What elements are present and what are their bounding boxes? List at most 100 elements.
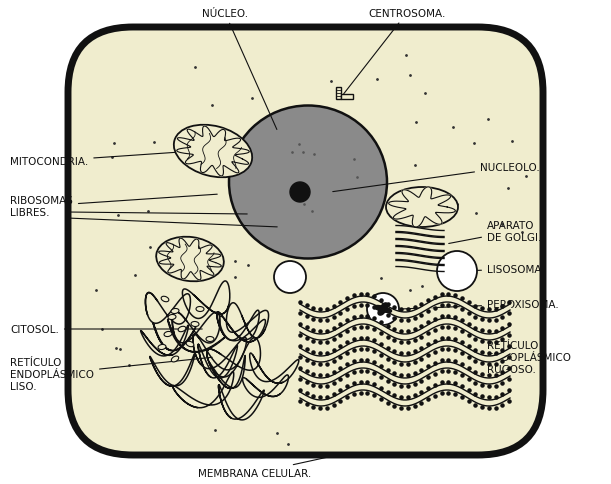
Point bbox=[356, 367, 365, 375]
Point bbox=[295, 364, 305, 372]
Point bbox=[376, 318, 386, 326]
Point bbox=[362, 334, 372, 342]
Point bbox=[329, 401, 338, 409]
Point bbox=[349, 347, 359, 354]
Point bbox=[423, 363, 433, 370]
Point bbox=[342, 328, 352, 335]
Ellipse shape bbox=[196, 307, 204, 312]
Point bbox=[329, 347, 338, 354]
Point bbox=[356, 356, 365, 364]
Text: NUCLEOLO.: NUCLEOLO. bbox=[333, 163, 540, 192]
Point bbox=[437, 324, 447, 332]
Point bbox=[403, 328, 413, 335]
Point bbox=[464, 342, 474, 350]
Point bbox=[349, 369, 359, 377]
Ellipse shape bbox=[171, 309, 179, 314]
Text: RETÍCULO
ENDOPLÁSMICO
RUGOSO.: RETÍCULO ENDOPLÁSMICO RUGOSO. bbox=[478, 341, 571, 374]
Point bbox=[464, 397, 474, 405]
Point bbox=[403, 339, 413, 347]
Point bbox=[383, 377, 393, 385]
Point bbox=[444, 367, 453, 375]
Point bbox=[403, 317, 413, 324]
Point bbox=[484, 383, 494, 391]
Point bbox=[322, 305, 332, 313]
Point bbox=[457, 393, 467, 401]
Point bbox=[397, 372, 406, 379]
Ellipse shape bbox=[174, 125, 252, 178]
Point bbox=[369, 392, 379, 399]
Point bbox=[302, 346, 312, 353]
Point bbox=[383, 355, 393, 363]
Point bbox=[477, 393, 487, 401]
Text: APARATO
DE GOLGI.: APARATO DE GOLGI. bbox=[448, 221, 541, 244]
Circle shape bbox=[437, 252, 477, 291]
Point bbox=[302, 401, 312, 408]
Point bbox=[444, 345, 453, 353]
Point bbox=[390, 402, 400, 410]
Point bbox=[497, 401, 507, 409]
Ellipse shape bbox=[191, 322, 199, 327]
Point bbox=[390, 336, 400, 344]
Point bbox=[470, 390, 480, 398]
Point bbox=[315, 361, 325, 369]
Point bbox=[295, 375, 305, 382]
Polygon shape bbox=[177, 127, 249, 177]
Point bbox=[477, 349, 487, 357]
Point bbox=[342, 317, 352, 325]
Point bbox=[403, 372, 413, 379]
Point bbox=[329, 368, 338, 376]
Point bbox=[491, 382, 500, 390]
Point bbox=[470, 401, 480, 409]
Point bbox=[430, 370, 440, 378]
Point bbox=[430, 359, 440, 367]
Point bbox=[423, 297, 433, 304]
Point bbox=[309, 404, 318, 411]
Point bbox=[322, 316, 332, 324]
Polygon shape bbox=[159, 239, 221, 280]
Point bbox=[423, 341, 433, 348]
Point bbox=[491, 327, 500, 335]
Point bbox=[491, 360, 500, 368]
Point bbox=[383, 344, 393, 352]
Point bbox=[417, 323, 426, 331]
Point bbox=[383, 399, 393, 407]
Point bbox=[410, 326, 420, 333]
Point bbox=[437, 378, 447, 386]
Point bbox=[356, 334, 365, 342]
Point bbox=[423, 318, 433, 326]
Point bbox=[356, 290, 365, 298]
Point bbox=[369, 369, 379, 377]
Point bbox=[437, 390, 447, 397]
Point bbox=[376, 329, 386, 337]
Point bbox=[464, 309, 474, 317]
Point bbox=[477, 371, 487, 378]
Text: CENTROSOMA.: CENTROSOMA. bbox=[344, 9, 445, 94]
Point bbox=[295, 342, 305, 349]
Point bbox=[444, 378, 453, 386]
Point bbox=[423, 395, 433, 403]
Polygon shape bbox=[375, 303, 392, 316]
Point bbox=[397, 361, 406, 368]
Point bbox=[430, 348, 440, 356]
Point bbox=[504, 376, 514, 383]
Point bbox=[302, 390, 312, 397]
Point bbox=[397, 382, 406, 390]
Point bbox=[376, 362, 386, 370]
Point bbox=[342, 339, 352, 347]
Text: MITOCONDRIA.: MITOCONDRIA. bbox=[10, 152, 192, 166]
Text: LISOSOMA.: LISOSOMA. bbox=[463, 264, 545, 274]
Point bbox=[410, 359, 420, 366]
Point bbox=[390, 392, 400, 399]
Point bbox=[315, 372, 325, 379]
Text: RIBOSOMAS
LIBRES.: RIBOSOMAS LIBRES. bbox=[10, 195, 218, 217]
Point bbox=[397, 405, 406, 412]
Point bbox=[457, 294, 467, 302]
Text: NÚCLEO.: NÚCLEO. bbox=[202, 9, 277, 130]
Point bbox=[397, 393, 406, 401]
Circle shape bbox=[367, 293, 399, 325]
Point bbox=[383, 322, 393, 330]
Point bbox=[349, 358, 359, 365]
Point bbox=[397, 317, 406, 324]
Point bbox=[335, 365, 345, 373]
Point bbox=[383, 333, 393, 341]
